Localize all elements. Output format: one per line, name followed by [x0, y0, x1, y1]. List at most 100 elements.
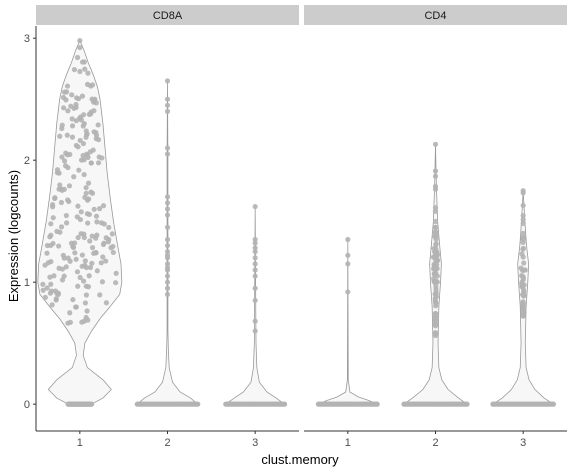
data-point — [83, 292, 90, 298]
data-point — [48, 259, 54, 265]
data-point — [63, 264, 69, 270]
data-point — [61, 89, 68, 95]
violin-group-1 — [37, 38, 123, 407]
data-point — [71, 105, 77, 111]
data-point — [77, 38, 83, 44]
data-point — [164, 285, 171, 291]
data-point — [252, 240, 258, 246]
data-point — [53, 296, 59, 302]
data-point — [252, 297, 258, 304]
data-point — [73, 101, 79, 108]
data-point — [164, 96, 171, 102]
x-tick-label: 3 — [252, 437, 258, 449]
data-point — [520, 202, 526, 209]
data-point — [84, 153, 90, 159]
data-point — [164, 252, 171, 258]
data-point — [252, 203, 258, 210]
data-point — [164, 78, 171, 84]
data-point — [103, 300, 110, 306]
data-point — [433, 241, 439, 247]
data-point — [83, 314, 89, 321]
data-point — [93, 250, 99, 256]
data-point — [50, 215, 56, 221]
data-point — [78, 209, 84, 215]
data-point — [79, 263, 85, 269]
data-point — [65, 197, 71, 203]
data-point — [431, 271, 438, 277]
data-point — [164, 224, 171, 230]
data-point — [432, 224, 439, 230]
data-point — [519, 281, 525, 287]
data-point — [65, 108, 71, 114]
data-point — [54, 167, 61, 173]
data-point — [93, 100, 99, 106]
data-point — [83, 283, 89, 289]
data-point — [80, 140, 87, 147]
data-point — [100, 203, 107, 209]
data-point — [77, 137, 83, 144]
data-point — [433, 294, 439, 300]
data-point — [75, 283, 81, 289]
data-point — [59, 266, 65, 272]
data-point — [69, 116, 75, 122]
data-point — [54, 290, 60, 297]
data-point — [164, 249, 171, 255]
x-tick-label: 3 — [520, 437, 526, 449]
data-point — [252, 245, 258, 251]
panel-cd4: CD4 1 2 3 — [304, 5, 567, 449]
data-point — [79, 59, 86, 65]
data-point — [252, 318, 258, 324]
data-point — [79, 319, 85, 325]
data-point — [95, 137, 102, 143]
data-point — [106, 224, 112, 231]
data-point — [520, 306, 526, 312]
data-point — [96, 206, 103, 212]
data-point — [345, 261, 351, 267]
data-point — [69, 123, 76, 129]
data-point — [70, 297, 76, 303]
data-point — [40, 287, 46, 293]
violin-group-2 — [134, 78, 201, 407]
data-point — [520, 236, 526, 243]
data-point — [72, 250, 78, 256]
data-point — [80, 152, 86, 159]
data-point — [110, 243, 116, 250]
data-point — [195, 401, 201, 407]
data-point — [281, 401, 288, 407]
data-point — [91, 129, 97, 135]
data-point — [432, 264, 438, 270]
data-point — [520, 213, 526, 219]
data-point — [57, 182, 63, 188]
data-point — [81, 278, 87, 284]
data-point — [520, 254, 526, 260]
data-point — [73, 256, 79, 262]
data-point — [432, 229, 439, 235]
data-point — [521, 260, 527, 266]
data-point — [75, 96, 82, 102]
data-point — [252, 261, 258, 267]
data-point — [94, 268, 100, 274]
data-point — [84, 211, 90, 217]
data-point — [74, 54, 81, 61]
data-point — [432, 168, 439, 174]
data-point — [58, 199, 64, 206]
data-point — [93, 213, 100, 219]
data-point — [432, 313, 439, 320]
y-axis-title: Expression (logcounts) — [6, 170, 21, 302]
data-point — [164, 261, 171, 267]
data-point — [61, 273, 67, 279]
data-point — [432, 279, 438, 285]
panel-cd8a: CD8A 0 1 2 3 1 2 3 — [24, 5, 299, 449]
data-point — [101, 221, 107, 227]
data-point — [99, 279, 106, 285]
data-point — [89, 245, 96, 251]
data-point — [86, 273, 92, 279]
data-point — [70, 244, 77, 250]
data-point — [90, 147, 96, 153]
data-point — [79, 252, 85, 258]
data-point — [48, 281, 54, 287]
data-point — [81, 120, 87, 127]
violin-group-3 — [223, 203, 288, 407]
data-point — [59, 187, 65, 193]
panels-layer: CD8A 0 1 2 3 1 2 3 CD4 1 2 3 — [24, 5, 567, 449]
